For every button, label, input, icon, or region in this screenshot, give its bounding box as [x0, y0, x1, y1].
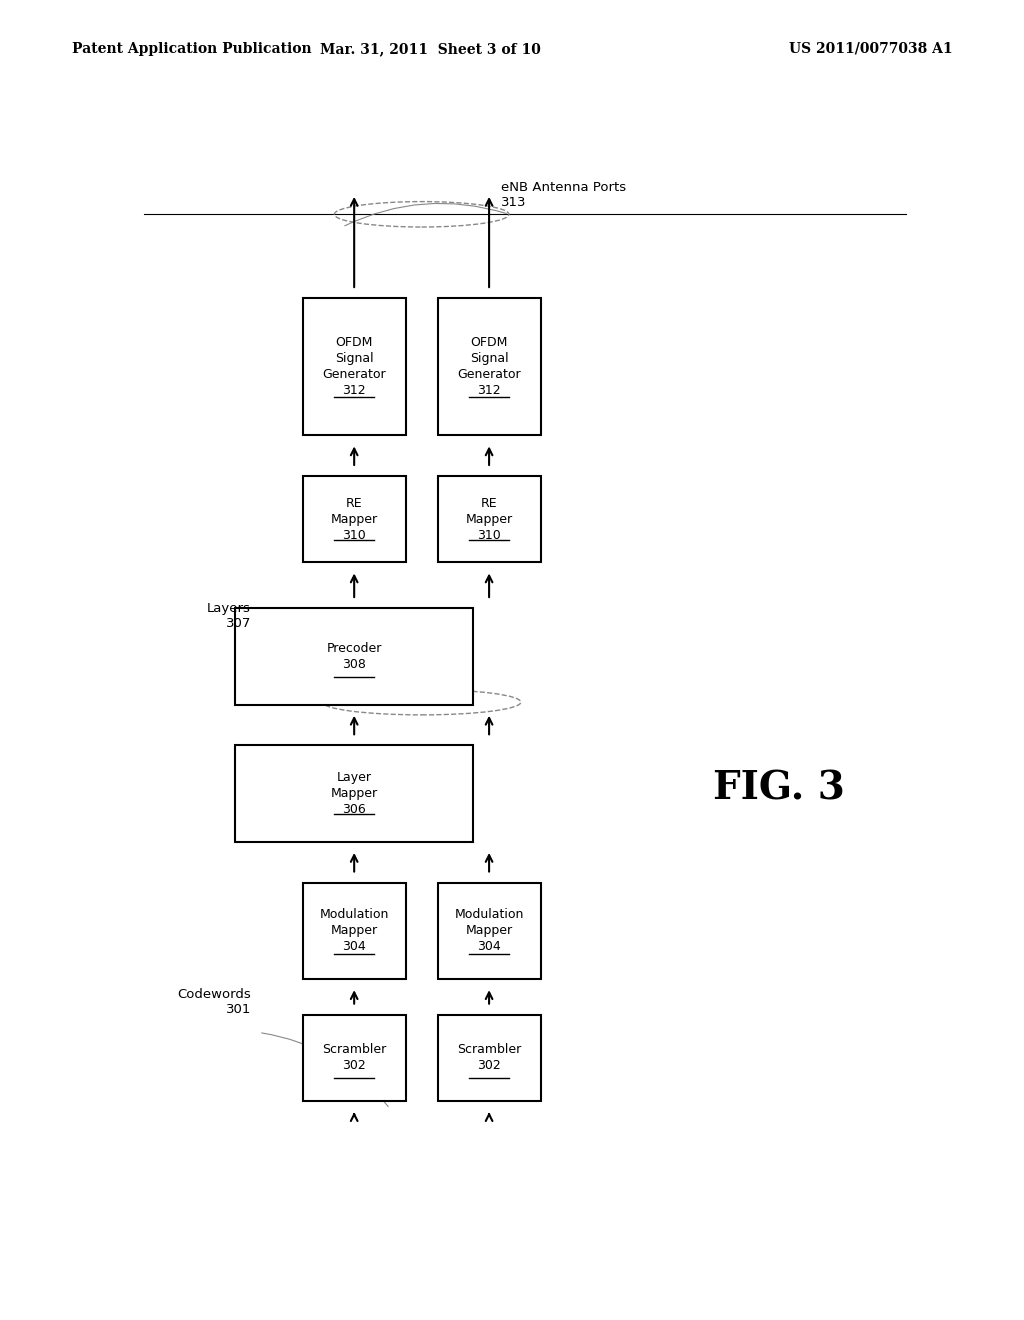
Text: Modulation
Mapper
304: Modulation Mapper 304 — [455, 908, 523, 953]
Text: RE
Mapper
310: RE Mapper 310 — [466, 496, 513, 541]
Text: Layers
307: Layers 307 — [207, 602, 251, 630]
Bar — [437, 1015, 541, 1101]
Text: Patent Application Publication: Patent Application Publication — [72, 42, 311, 55]
Text: Layer
Mapper
306: Layer Mapper 306 — [331, 771, 378, 816]
Text: FIG. 3: FIG. 3 — [713, 770, 845, 808]
Bar — [437, 298, 541, 436]
Text: RE
Mapper
310: RE Mapper 310 — [331, 496, 378, 541]
Text: Modulation
Mapper
304: Modulation Mapper 304 — [319, 908, 389, 953]
Text: Scrambler
302: Scrambler 302 — [457, 1043, 521, 1072]
Text: Codewords
301: Codewords 301 — [177, 987, 251, 1016]
Bar — [437, 477, 541, 562]
Bar — [437, 883, 541, 979]
Bar — [236, 746, 473, 842]
Bar — [303, 1015, 406, 1101]
Text: OFDM
Signal
Generator
312: OFDM Signal Generator 312 — [323, 337, 386, 397]
Bar — [303, 477, 406, 562]
Text: Mar. 31, 2011  Sheet 3 of 10: Mar. 31, 2011 Sheet 3 of 10 — [319, 42, 541, 55]
Text: OFDM
Signal
Generator
312: OFDM Signal Generator 312 — [458, 337, 521, 397]
Bar — [303, 298, 406, 436]
Text: eNB Antenna Ports
313: eNB Antenna Ports 313 — [501, 181, 626, 210]
Bar — [236, 609, 473, 705]
Text: US 2011/0077038 A1: US 2011/0077038 A1 — [788, 42, 952, 55]
Bar — [303, 883, 406, 979]
Text: Scrambler
302: Scrambler 302 — [323, 1043, 386, 1072]
Text: Precoder
308: Precoder 308 — [327, 642, 382, 671]
